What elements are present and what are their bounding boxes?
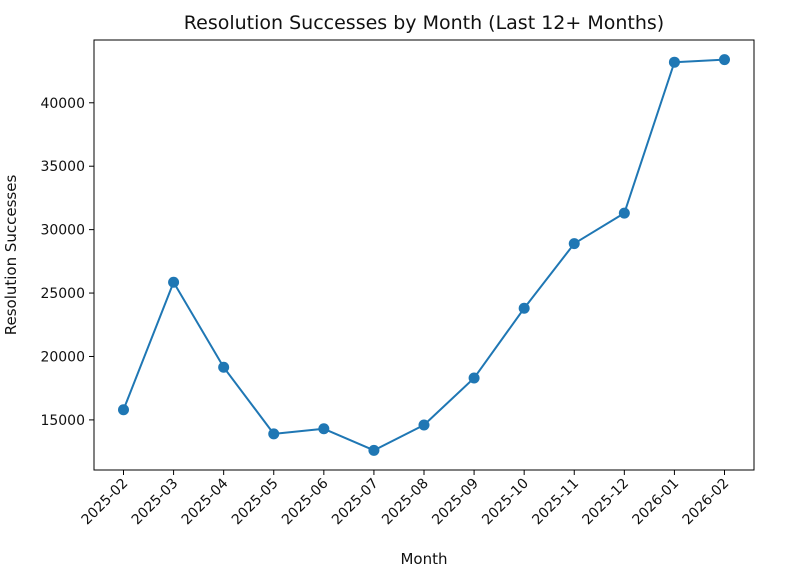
x-tick-label: 2025-03: [129, 476, 182, 529]
data-point-2025-12: [618, 207, 630, 219]
data-point-2026-02: [719, 54, 730, 66]
y-tick-label: 25000: [40, 286, 85, 302]
x-tick-label: 2026-01: [630, 476, 683, 529]
series-group: [118, 54, 730, 456]
data-point-2025-02: [118, 404, 129, 416]
data-point-2026-01: [668, 56, 680, 68]
chart-title: Resolution Successes by Month (Last 12+ …: [184, 12, 664, 34]
data-point-2025-09: [468, 372, 480, 384]
y-axis: 15000 20000 25000 30000 35000 40000: [40, 96, 94, 429]
plot-area-frame: [93, 39, 755, 471]
data-point-2025-11: [568, 238, 580, 250]
data-point-2025-05: [268, 428, 280, 440]
x-tick-label: 2025-12: [579, 476, 632, 529]
data-point-2025-06: [318, 423, 330, 435]
y-tick-label: 40000: [40, 96, 85, 112]
x-axis: 2025-022025-032025-042025-052025-062025-…: [79, 470, 733, 529]
y-tick-label: 30000: [40, 223, 85, 239]
x-tick-label: 2025-06: [279, 475, 332, 528]
series-line: [122, 58, 725, 452]
x-tick-label: 2025-05: [229, 476, 282, 529]
y-axis-label: Resolution Successes: [2, 175, 20, 336]
x-tick-label: 2026-02: [680, 476, 733, 529]
y-tick-label: 20000: [40, 349, 85, 365]
data-point-2025-03: [168, 276, 180, 288]
data-point-2025-10: [518, 302, 530, 314]
x-tick-label: 2025-07: [329, 476, 382, 529]
x-tick-label: 2025-08: [379, 476, 432, 529]
x-axis-label: Month: [400, 550, 447, 567]
data-point-2025-04: [218, 361, 230, 373]
y-tick-label: 35000: [40, 159, 85, 175]
y-tick-label: 15000: [40, 413, 85, 429]
data-point-2025-07: [368, 444, 380, 456]
x-tick-label: 2025-11: [529, 476, 582, 529]
x-tick-label: 2025-02: [79, 476, 132, 529]
x-tick-label: 2025-04: [179, 475, 232, 528]
x-tick-label: 2025-10: [479, 476, 532, 529]
data-point-2025-08: [418, 419, 430, 431]
x-tick-label: 2025-09: [429, 476, 482, 529]
